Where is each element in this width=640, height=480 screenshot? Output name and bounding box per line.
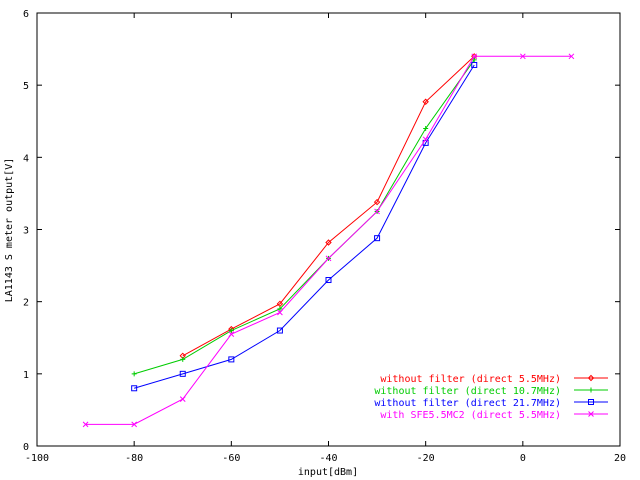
data-point (276, 327, 283, 334)
series-line (182, 55, 475, 357)
x-axis-label: input[dBm] (298, 467, 358, 478)
data-point (325, 277, 332, 284)
data-point (180, 356, 186, 362)
data-point (471, 53, 478, 60)
y-tick-label: 3 (23, 226, 29, 237)
data-point (131, 421, 138, 428)
data-point (276, 300, 284, 308)
y-tick-label: 6 (23, 9, 29, 20)
x-tick-label: -20 (417, 453, 435, 464)
legend: without filter (direct 5.5MHz)without fi… (374, 374, 608, 421)
y-tick-label: 5 (23, 81, 29, 92)
y-tick-label: 1 (23, 370, 29, 381)
data-point (228, 356, 235, 363)
data-point (471, 61, 478, 68)
data-point (228, 331, 235, 337)
data-point (588, 387, 594, 393)
series (131, 61, 478, 392)
y-tick-label: 0 (23, 442, 29, 453)
legend-label: without filter (direct 21.7MHz) (374, 398, 561, 409)
x-tick-label: -60 (222, 453, 240, 464)
data-point (588, 411, 594, 417)
series (131, 57, 477, 377)
data-point (131, 385, 138, 392)
x-tick-label: -100 (25, 453, 49, 464)
data-point (325, 239, 332, 246)
data-point (228, 328, 234, 334)
legend-label: without filter (direct 5.5MHz) (380, 374, 561, 385)
axis-ticks: -100 -80 -60 -40 -20 0 20 0 1 2 3 4 5 6 (23, 9, 626, 464)
series-line (134, 64, 475, 389)
data-point (374, 208, 380, 215)
legend-label: with SFE5.5MC2 (direct 5.5MHz) (380, 410, 561, 421)
data-point (373, 198, 381, 206)
data-point (519, 53, 526, 60)
series (82, 53, 575, 428)
data-point (422, 136, 429, 143)
data-point (588, 399, 594, 405)
x-tick-label: -80 (125, 453, 143, 464)
data-point (325, 255, 332, 262)
x-tick-label: -40 (319, 453, 337, 464)
data-point (422, 98, 429, 105)
data-point (277, 309, 283, 316)
series-group (82, 53, 575, 428)
x-tick-label: 20 (614, 453, 626, 464)
data-point (587, 374, 595, 382)
data-point (277, 306, 283, 312)
data-point (82, 421, 89, 428)
legend-label: without filter (direct 10.7MHz) (374, 386, 561, 397)
series-line (134, 59, 475, 375)
data-point (179, 396, 186, 402)
data-point (568, 53, 575, 60)
data-point (374, 235, 381, 242)
data-point (423, 125, 429, 131)
x-tick-label: 0 (520, 453, 526, 464)
y-tick-label: 2 (23, 298, 29, 309)
y-axis-label: LA1143 S meter output[V] (4, 158, 15, 303)
data-point (131, 371, 137, 377)
data-point (179, 370, 186, 377)
y-tick-label: 4 (23, 153, 29, 164)
series (179, 53, 478, 359)
